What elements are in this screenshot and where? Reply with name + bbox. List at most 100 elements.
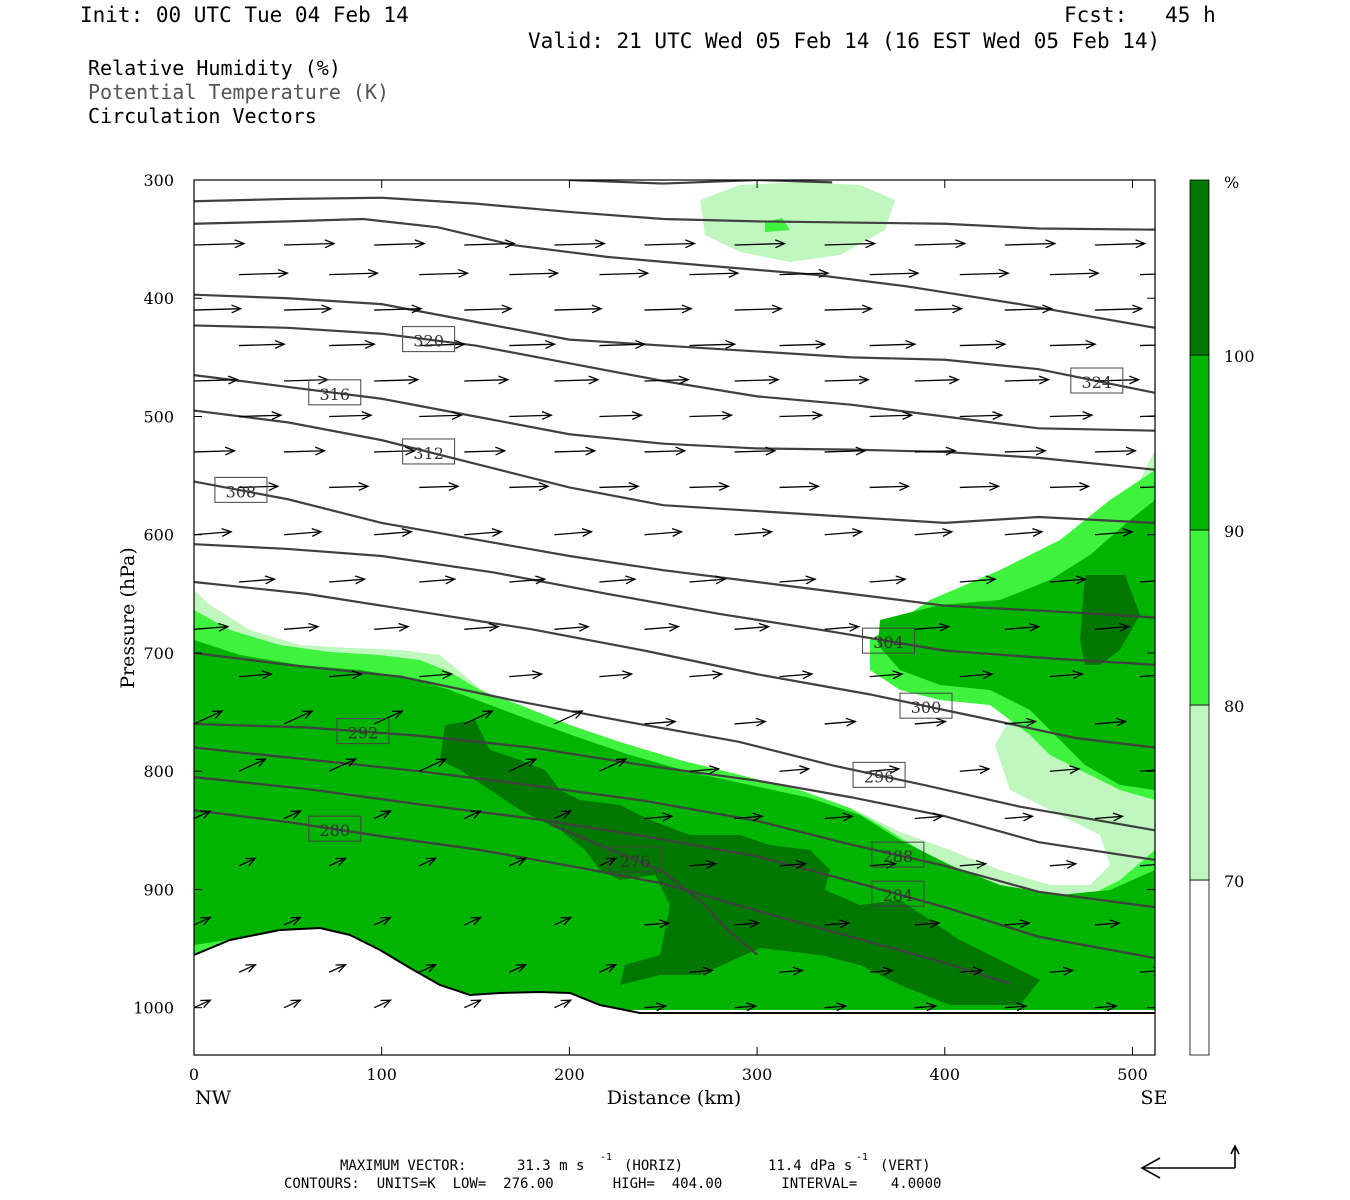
circulation-vector: [1139, 863, 1155, 867]
circulation-vector: [509, 857, 526, 867]
circulation-vector: [599, 758, 627, 772]
circulation-vector-head: [200, 810, 212, 819]
circulation-vector: [373, 810, 391, 820]
circulation-vector-head: [435, 758, 448, 767]
circulation-vector-head: [702, 966, 714, 976]
circulation-vector: [1004, 922, 1030, 926]
circulation-vector: [824, 450, 866, 453]
circulation-vector-head: [638, 268, 650, 278]
circulation-vector-head: [992, 411, 1004, 420]
circulation-vector: [1139, 415, 1155, 418]
plot-frame: [193, 179, 1156, 1056]
circulation-vector: [1049, 414, 1092, 418]
colorbar-label: 90: [1224, 522, 1244, 541]
circulation-vector: [644, 531, 682, 536]
circulation-vector: [509, 964, 526, 973]
theta-contour: [194, 746, 1155, 909]
circulation-vector-head: [774, 239, 787, 249]
circulation-vector-head: [1035, 446, 1047, 456]
circulation-vector-head: [985, 575, 997, 585]
circulation-vector-head: [926, 1002, 938, 1012]
circulation-vector-head: [268, 482, 280, 492]
circulation-vector-head: [411, 304, 423, 314]
circulation-vector: [1049, 578, 1086, 583]
max-vector-vert-value: 11.4 dPa s: [768, 1158, 853, 1174]
theta-label: 284: [883, 886, 914, 905]
x-tick-label: 500: [1117, 1065, 1148, 1084]
circulation-vector-head: [818, 268, 830, 278]
circulation-vector: [1004, 531, 1042, 536]
circulation-vector: [734, 242, 785, 246]
circulation-vector: [1094, 922, 1120, 926]
circulation-vector: [644, 1005, 666, 1009]
circulation-vector-head: [761, 527, 774, 537]
circulation-vector-head: [752, 812, 764, 822]
circulation-vector: [239, 414, 282, 418]
circulation-vector: [554, 916, 572, 926]
circulation-vector: [689, 485, 729, 489]
circulation-vector: [509, 578, 545, 583]
circulation-vector: [329, 673, 362, 678]
circulation-vector-head: [771, 304, 784, 314]
circulation-vector: [869, 485, 909, 489]
circulation-vector: [734, 450, 775, 453]
circulation-vector-head: [1109, 919, 1121, 929]
circulation-vector-head: [681, 304, 693, 314]
theta-contour: [194, 374, 1155, 471]
circulation-vector: [554, 710, 583, 725]
circulation-vector-head: [515, 964, 528, 973]
circulation-vector: [284, 531, 322, 536]
circulation-vector-head: [1072, 670, 1084, 680]
circulation-vector: [1094, 308, 1142, 311]
circulation-vector-head: [578, 622, 590, 632]
circulation-vector: [824, 379, 869, 382]
max-vector-label: MAXIMUM VECTOR:: [340, 1158, 467, 1174]
circulation-vector-head: [541, 411, 553, 420]
circulation-vector-head: [712, 670, 724, 680]
circulation-vector-head: [560, 999, 573, 1009]
circulation-vector-head: [795, 859, 808, 869]
circulation-vector: [194, 242, 244, 246]
circulation-vector: [689, 272, 738, 276]
circulation-vector: [734, 922, 759, 926]
circulation-vector: [464, 242, 515, 246]
circulation-vector-head: [808, 482, 821, 492]
circulation-vector-head: [755, 717, 767, 727]
circulation-vector-head: [302, 710, 314, 719]
theta-label-box: [214, 476, 268, 503]
x-tick-label: 400: [930, 1065, 961, 1084]
circulation-vector-head: [211, 710, 224, 719]
circulation-vector: [824, 1005, 846, 1009]
circulation-vector-head: [308, 622, 320, 632]
circulation-vector-head: [718, 482, 730, 492]
y-axis-label: Pressure (hPa): [117, 547, 139, 689]
circulation-vector-head: [572, 710, 584, 719]
circulation-vector-head: [277, 268, 290, 278]
circulation-vector: [914, 242, 965, 246]
circulation-vector-head: [1062, 966, 1075, 976]
theta-contour: [194, 776, 1155, 960]
circulation-vector-head: [1125, 446, 1137, 456]
theta-label: 320: [413, 332, 444, 351]
circulation-vector-head: [839, 919, 851, 929]
circulation-vector: [284, 242, 335, 246]
circulation-vector-head: [605, 964, 618, 973]
circulation-vector: [689, 863, 716, 867]
theta-contour: [194, 217, 1155, 329]
circulation-vector-head: [470, 999, 483, 1009]
circulation-vector: [554, 999, 572, 1009]
circulation-vector: [328, 758, 356, 772]
circulation-vector-head: [261, 670, 274, 680]
x-tick-label: 100: [366, 1065, 397, 1084]
circulation-vector: [779, 863, 806, 867]
circulation-vector: [689, 414, 732, 418]
circulation-vector: [1139, 344, 1155, 347]
theta-label: 304: [873, 633, 904, 652]
theta-contour: [194, 722, 1155, 861]
circulation-vector: [1049, 343, 1096, 347]
circulation-vector: [418, 857, 436, 867]
circulation-vector-head: [504, 239, 516, 249]
circulation-vector-head: [380, 999, 393, 1009]
y-tick-label: 1000: [133, 999, 174, 1018]
colorbar-swatch: [1189, 179, 1210, 356]
